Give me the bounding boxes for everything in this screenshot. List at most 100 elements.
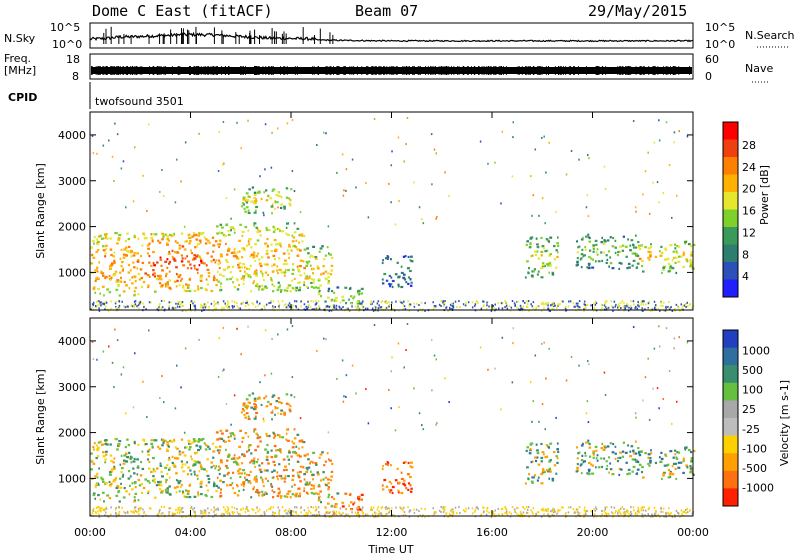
velocity-cell	[402, 461, 406, 464]
velocity-cell	[157, 445, 160, 448]
power-cell	[594, 239, 598, 242]
power-cell	[286, 289, 289, 293]
power-cell	[159, 282, 162, 285]
velocity-cell	[447, 515, 449, 518]
power-cell	[325, 132, 327, 135]
velocity-cell	[494, 367, 496, 370]
velocity-cell	[617, 456, 620, 460]
power-cell	[161, 232, 165, 236]
power-cell	[245, 198, 248, 201]
velocity-cell	[259, 381, 261, 384]
velocity-cell	[462, 509, 465, 512]
velocity-cell	[381, 506, 384, 509]
velocity-cell	[194, 452, 197, 455]
power-cell	[431, 183, 433, 186]
velocity-cell	[328, 515, 331, 518]
power-cell	[601, 259, 604, 263]
velocity-cell	[365, 388, 367, 391]
velocity-cell	[296, 454, 299, 457]
colorbar-tick-label: -1000	[742, 481, 774, 494]
velocity-cell	[99, 440, 102, 443]
velocity-cell	[630, 513, 633, 516]
velocity-cell	[648, 464, 651, 467]
velocity-cell	[178, 490, 181, 493]
power-cell	[109, 248, 113, 251]
velocity-cell	[650, 449, 652, 452]
power-cell	[371, 302, 373, 305]
power-cell	[465, 301, 467, 304]
velocity-cell	[241, 408, 244, 411]
power-cell	[175, 158, 178, 161]
power-cell	[285, 226, 288, 229]
velocity-cell	[637, 510, 639, 513]
velocity-cell	[161, 475, 164, 478]
power-cell	[242, 248, 246, 252]
velocity-cell	[482, 506, 484, 509]
velocity-cell	[471, 512, 474, 515]
velocity-cell	[254, 415, 257, 418]
power-cell	[295, 239, 298, 242]
power-cell	[270, 205, 274, 208]
power-cell	[110, 300, 112, 303]
velocity-cell	[276, 475, 279, 478]
power-cell	[193, 234, 196, 237]
power-cell	[121, 269, 124, 272]
velocity-cell	[357, 497, 361, 500]
velocity-cell	[389, 491, 391, 494]
power-cell	[580, 253, 584, 256]
power-cell	[619, 301, 622, 304]
nsky-tick-top: 10^5	[50, 21, 80, 34]
power-cell	[600, 241, 604, 244]
power-cell	[319, 247, 323, 250]
velocity-cell	[92, 462, 96, 465]
velocity-cell	[91, 340, 94, 343]
velocity-cell	[684, 448, 687, 451]
power-cell	[120, 276, 122, 279]
velocity-cell	[653, 513, 656, 516]
power-cell	[231, 226, 234, 229]
velocity-cell	[295, 495, 298, 498]
velocity-cell	[629, 455, 633, 458]
power-cell	[264, 168, 266, 171]
velocity-cell	[153, 478, 156, 481]
power-cell	[107, 309, 110, 312]
velocity-cell	[307, 458, 310, 461]
velocity-cell	[263, 511, 266, 514]
power-cell	[556, 251, 559, 254]
power-cell	[176, 305, 179, 308]
power-cell	[658, 250, 661, 253]
velocity-cell	[421, 515, 423, 518]
power-cell	[552, 301, 554, 304]
power-cell	[261, 272, 264, 275]
velocity-cell	[104, 514, 106, 517]
velocity-cell	[653, 506, 656, 509]
power-cell	[575, 264, 579, 267]
velocity-cell	[168, 456, 171, 460]
velocity-cell	[239, 513, 242, 516]
velocity-cell	[250, 452, 253, 455]
velocity-cell	[190, 455, 192, 458]
velocity-cell	[114, 328, 116, 331]
power-cell	[310, 300, 312, 303]
velocity-cell	[99, 509, 102, 512]
power-cell	[601, 236, 604, 239]
power-cell	[604, 300, 607, 303]
power-cell	[153, 290, 157, 293]
power-cell	[665, 258, 668, 261]
velocity-cell	[238, 445, 242, 448]
power-cell	[103, 233, 106, 236]
velocity-cell	[590, 463, 593, 466]
power-cell	[500, 202, 502, 205]
velocity-cell	[292, 451, 295, 454]
power-cell	[233, 228, 236, 231]
power-cell	[164, 283, 167, 286]
velocity-cell	[274, 454, 278, 457]
power-cell	[551, 273, 555, 276]
power-cell	[291, 279, 294, 282]
velocity-cell	[278, 512, 280, 515]
velocity-cell	[203, 442, 206, 445]
power-cell	[608, 265, 610, 268]
power-cell	[510, 306, 513, 309]
power-cell	[540, 236, 543, 240]
velocity-cell	[404, 484, 407, 487]
